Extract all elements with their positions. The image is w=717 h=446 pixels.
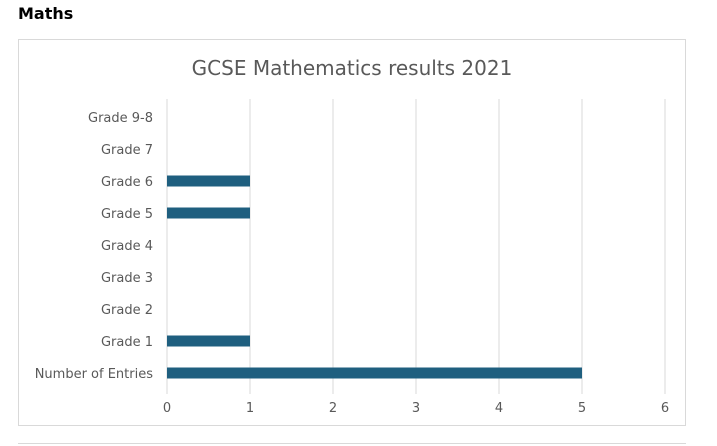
bar-chart-plot: 0 1 2 3 4 5 6 Grade 9-8 Grade 7 Grade 6 Grade 5 Gra… — [35, 99, 669, 416]
category-label-3: Grade 5 — [101, 207, 153, 222]
x-tick-label-5: 5 — [578, 401, 586, 416]
x-tick-label-2: 2 — [329, 401, 337, 416]
category-label-5: Grade 3 — [101, 271, 153, 286]
chart-frame: GCSE Mathematics results 2021 0 1 2 3 4 5 6 Gra… — [18, 39, 686, 426]
category-label-6: Grade 2 — [101, 303, 153, 318]
category-label-8: Number of Entries — [35, 367, 154, 382]
chart-title: GCSE Mathematics results 2021 — [191, 56, 513, 80]
bar-2 — [167, 175, 250, 187]
x-tick-label-1: 1 — [246, 401, 254, 416]
x-tick-label-6: 6 — [661, 401, 669, 416]
category-label-1: Grade 7 — [101, 143, 153, 158]
category-label-2: Grade 6 — [101, 175, 153, 190]
section-divider — [18, 443, 686, 444]
section-heading: Maths — [18, 4, 74, 23]
x-tick-label-4: 4 — [495, 401, 503, 416]
category-label-7: Grade 1 — [101, 335, 153, 350]
x-tick-label-0: 0 — [163, 401, 171, 416]
x-tick-label-3: 3 — [412, 401, 420, 416]
category-label-4: Grade 4 — [101, 239, 153, 254]
bar-7 — [167, 335, 250, 347]
category-label-0: Grade 9-8 — [88, 111, 153, 126]
bar-8 — [167, 367, 582, 379]
bar-3 — [167, 207, 250, 219]
